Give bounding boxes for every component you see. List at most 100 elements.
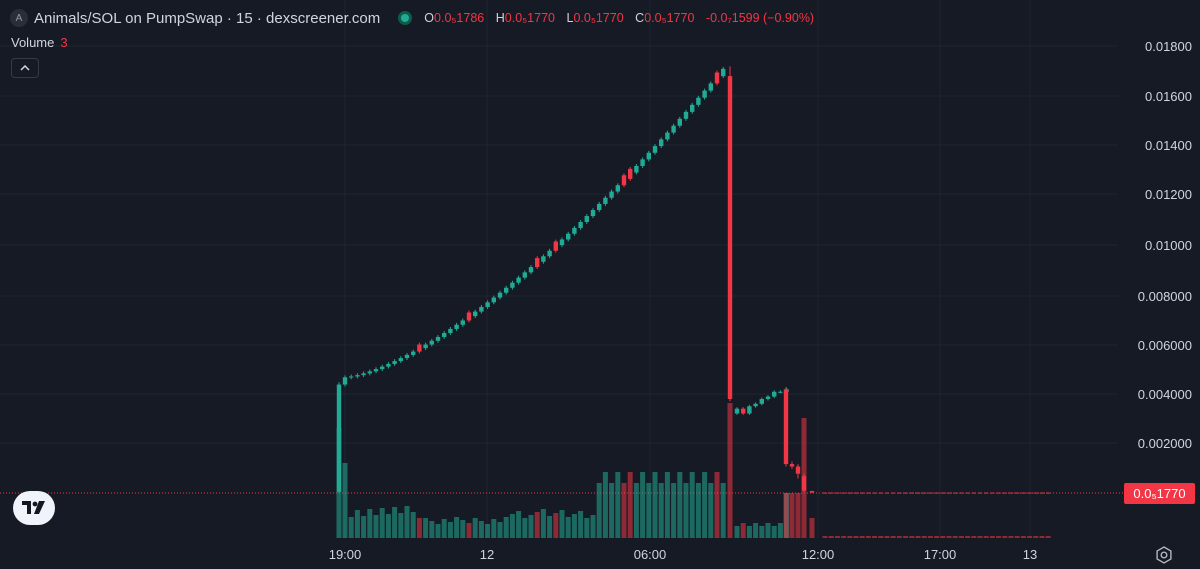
- volume-bar: [429, 521, 435, 538]
- volume-bar: [615, 472, 621, 538]
- volume-bar: [765, 523, 771, 538]
- volume-bar: [720, 483, 726, 538]
- volume-bar: [485, 524, 491, 538]
- volume-bar: [671, 483, 677, 538]
- volume-bar: [609, 483, 615, 538]
- candle-body: [342, 377, 348, 385]
- low-value: 0.0₅1770: [573, 11, 624, 25]
- volume-bar: [1039, 536, 1045, 538]
- volume-bar: [940, 536, 946, 538]
- candle-body: [615, 185, 620, 192]
- volume-bar: [509, 514, 515, 538]
- volume-bar: [410, 512, 416, 538]
- tradingview-logo-icon: [22, 501, 45, 514]
- candle-body: [1033, 492, 1038, 494]
- volume-bar: [503, 517, 509, 538]
- volume-bar: [909, 536, 915, 538]
- y-tick-label: 0.008000: [1138, 289, 1192, 304]
- candle-body: [934, 492, 939, 494]
- volume-bar: [841, 536, 847, 538]
- volume-bar: [602, 472, 608, 538]
- x-tick-label: 12:00: [802, 547, 835, 562]
- volume-bar: [759, 526, 765, 538]
- ohlc-readout: O0.0₅1786 H0.0₅1770 L0.0₅1770 C0.0₅1770 …: [424, 11, 814, 25]
- candle-body: [853, 492, 859, 494]
- volume-bar: [398, 513, 404, 538]
- y-tick-label: 0.01600: [1145, 89, 1192, 104]
- gear-icon: [1156, 546, 1172, 564]
- volume-bar: [404, 506, 410, 538]
- open-value: 0.0₅1786: [434, 11, 485, 25]
- market-status-icon: [398, 11, 413, 25]
- candle-body: [984, 492, 989, 494]
- x-tick-label: 06:00: [634, 547, 667, 562]
- volume-bar: [652, 472, 658, 538]
- candle-body: [734, 408, 740, 414]
- candle-body: [897, 492, 902, 494]
- candle-body: [597, 203, 602, 211]
- volume-bar: [795, 493, 801, 538]
- candle-body: [460, 320, 465, 325]
- volume-bar: [472, 518, 478, 538]
- volume-bar: [571, 514, 577, 538]
- candle-body: [878, 492, 883, 494]
- candle-body: [411, 351, 416, 355]
- volume-bar: [822, 536, 828, 538]
- volume-bar: [1033, 536, 1039, 538]
- candle-body: [872, 492, 877, 494]
- volume-bar: [392, 507, 398, 538]
- candle-body: [696, 97, 701, 105]
- candle-body: [578, 222, 583, 228]
- volume-bar: [522, 518, 528, 538]
- candle-body: [566, 233, 571, 240]
- candle-body: [829, 492, 834, 494]
- candle-body: [795, 466, 801, 474]
- candle-body: [386, 363, 391, 367]
- last-price-label: 0.0₅1770: [1124, 483, 1195, 504]
- chart-settings-button[interactable]: [1155, 546, 1173, 564]
- volume-bar: [771, 526, 777, 538]
- volume-bar: [478, 521, 484, 538]
- candle-body: [1002, 492, 1007, 494]
- candle-body: [847, 492, 852, 494]
- y-tick-label: 0.002000: [1138, 436, 1192, 451]
- candle-body: [640, 159, 645, 166]
- volume-bar: [342, 463, 348, 538]
- candle-body: [959, 492, 964, 494]
- candle-body: [946, 492, 952, 494]
- volume-bar: [454, 517, 460, 538]
- candle-body: [809, 491, 815, 493]
- candle-body: [547, 250, 552, 257]
- candle-body: [584, 216, 589, 223]
- volume-bar: [640, 472, 646, 538]
- volume-bar: [423, 518, 429, 538]
- candle-body: [652, 146, 658, 153]
- candle-body: [747, 406, 752, 414]
- candle-body: [628, 168, 633, 179]
- candle-body: [928, 492, 933, 494]
- candle-body: [380, 366, 385, 370]
- candle-body: [355, 375, 360, 377]
- candle-body: [860, 492, 865, 494]
- volume-bar: [890, 536, 896, 538]
- candle-body: [922, 492, 927, 494]
- volume-legend[interactable]: Volume 3: [11, 35, 68, 50]
- volume-bar: [658, 483, 664, 538]
- candle-body: [442, 333, 447, 337]
- tradingview-logo[interactable]: [13, 491, 55, 525]
- volume-bar: [702, 472, 708, 538]
- volume-bar: [921, 536, 927, 538]
- volume-bar: [927, 536, 933, 538]
- collapse-legend-button[interactable]: [11, 58, 39, 78]
- y-tick-label: 0.01200: [1145, 187, 1192, 202]
- volume-bar: [789, 493, 795, 538]
- volume-bar: [714, 472, 720, 538]
- low-label: L: [566, 11, 574, 25]
- volume-bar: [727, 403, 733, 538]
- candle-body: [690, 104, 695, 112]
- candle-body: [392, 361, 397, 364]
- candle-body: [429, 340, 434, 345]
- candle-body: [485, 302, 490, 308]
- candle-body: [841, 492, 846, 494]
